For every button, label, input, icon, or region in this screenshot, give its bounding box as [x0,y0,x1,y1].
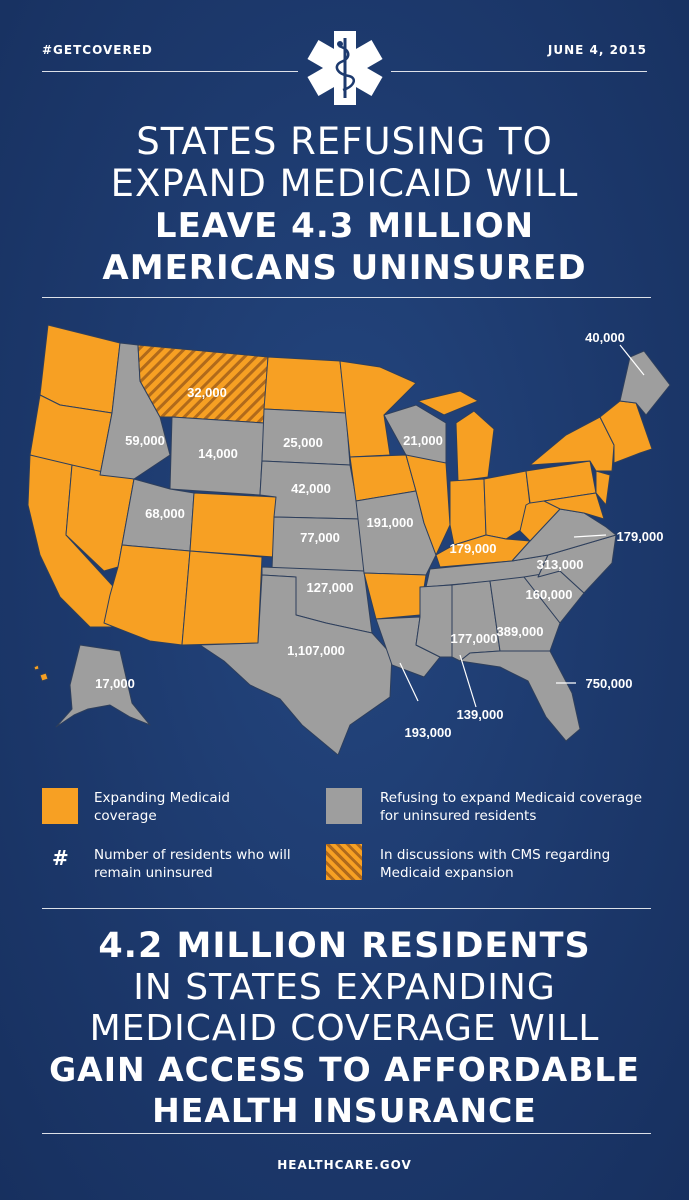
headline-line-2: EXPAND MEDICAID WILL [110,162,579,205]
legend-swatch-expanding [42,788,78,824]
label-virginia: 179,000 [617,529,664,544]
header-rule-left [42,71,298,72]
headline-line-3: LEAVE 4.3 MILLION [154,206,535,246]
legend-swatch-discussions [326,844,362,880]
label-alaska: 17,000 [95,676,135,691]
bottom-line-3: MEDICAID COVERAGE WILL [89,1008,600,1049]
footer-site: HEALTHCARE.GOV [277,1158,412,1172]
legend-refusing: Refusing to expand Medicaid coverage for… [380,790,643,824]
label-nebraska: 42,000 [291,481,331,496]
leader-line-louisiana [399,662,419,702]
label-kansas: 77,000 [300,530,340,545]
label-louisiana: 193,000 [405,725,452,740]
star-of-life-icon [307,31,383,105]
bottom-line-1: 4.2 MILLION RESIDENTS [98,926,591,966]
us-medicaid-map: 40,000 32,000 59,000 14,000 25,000 21,00… [27,324,671,755]
state-alaska [55,644,151,728]
label-north-carolina: 313,000 [537,557,584,572]
legend-number-symbol: # [52,846,69,870]
label-tennessee: 179,000 [450,541,497,556]
state-indiana [449,478,487,546]
state-maryland [543,492,605,520]
legend-expanding: Expanding Medicaid coverage [94,790,230,824]
state-ohio [483,470,533,540]
label-maine: 40,000 [585,330,625,345]
divider-middle [42,908,651,909]
bottom-statement: 4.2 MILLION RESIDENTS IN STATES EXPANDIN… [0,926,689,1131]
leader-line-virginia [573,534,607,538]
headline-line-4: AMERICANS UNINSURED [102,248,587,288]
state-washington [39,324,121,414]
state-north-dakota [263,356,347,414]
label-texas: 1,107,000 [287,643,345,658]
label-south-dakota: 25,000 [283,435,323,450]
headline-line-1: STATES REFUSING TO [136,120,553,163]
label-oklahoma: 127,000 [307,580,354,595]
state-montana [137,344,269,424]
leader-line-mississippi [459,654,477,708]
label-wyoming: 14,000 [198,446,238,461]
label-alabama: 177,000 [451,631,498,646]
state-hawaii [33,664,49,682]
label-montana: 32,000 [187,385,227,400]
divider-top [42,297,651,298]
state-new-york [529,416,615,472]
state-new-jersey [595,470,611,506]
label-missouri: 191,000 [367,515,414,530]
state-wisconsin [383,404,447,470]
label-idaho: 59,000 [125,433,165,448]
state-arizona [103,544,191,646]
hashtag: #GETCOVERED [42,43,153,57]
state-arkansas [363,572,427,620]
legend-swatch-refusing [326,788,362,824]
headline: STATES REFUSING TO EXPAND MEDICAID WILL … [0,121,689,289]
divider-bottom [42,1133,651,1134]
state-georgia [489,576,561,652]
header-rule-right [391,71,647,72]
bottom-line-2: IN STATES EXPANDING [133,967,556,1008]
state-kentucky [435,534,531,568]
legend-discussions: In discussions with CMS regarding Medica… [380,847,611,881]
bottom-line-4: GAIN ACCESS TO AFFORDABLE [49,1050,640,1089]
state-colorado [189,492,277,558]
label-south-carolina: 160,000 [526,587,573,602]
bottom-line-5: HEALTH INSURANCE [152,1091,537,1130]
label-utah: 68,000 [145,506,185,521]
label-mississippi: 139,000 [457,707,504,722]
label-georgia: 389,000 [497,624,544,639]
state-mississippi [415,584,453,658]
label-florida: 750,000 [586,676,633,691]
state-michigan [417,390,495,482]
label-wisconsin: 21,000 [403,433,443,448]
leader-line-maine [619,344,645,376]
legend-number: Number of residents who will remain unin… [94,847,291,881]
state-florida [459,650,581,742]
state-new-mexico [181,550,263,646]
state-texas [199,574,393,755]
date: JUNE 4, 2015 [547,43,647,57]
